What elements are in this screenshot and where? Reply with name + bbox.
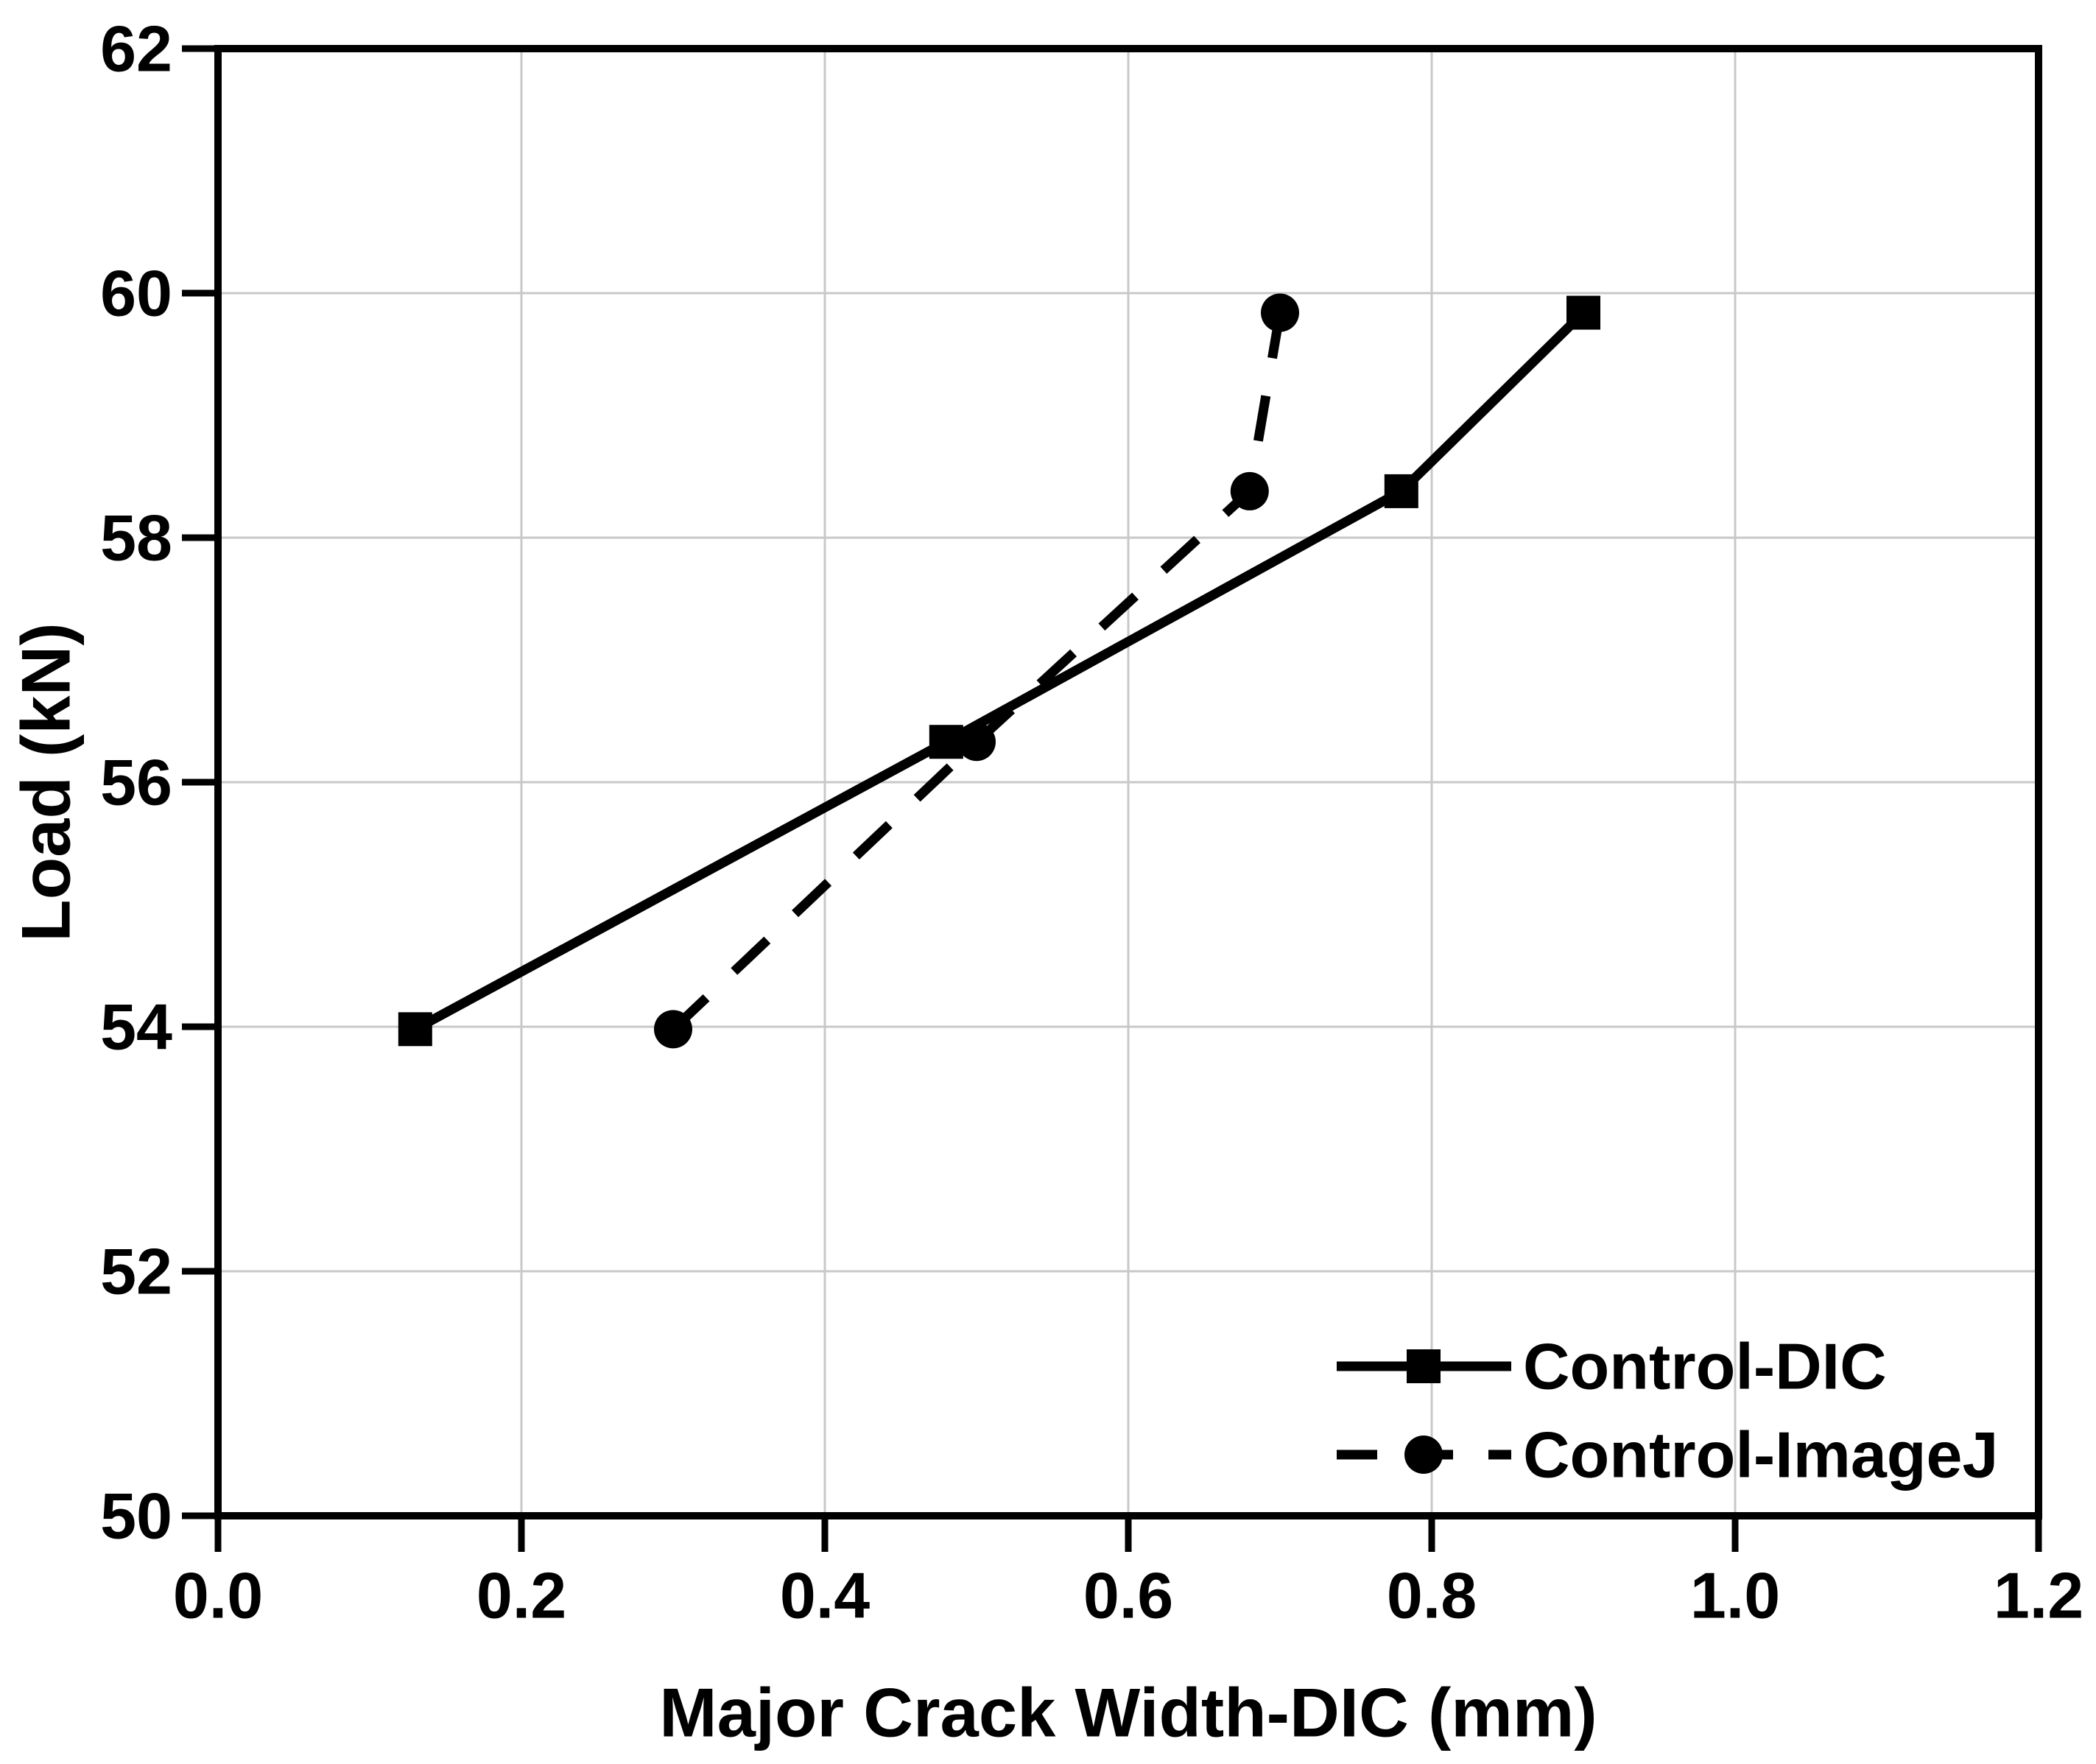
data-point-square [1566,295,1600,330]
data-point-circle [654,1010,692,1049]
y-tick-label: 56 [100,746,172,819]
x-tick-label: 1.2 [1994,1559,2083,1632]
tick-labels: 0.0 0.2 0.4 0.6 0.8 1.0 1.2 50 52 54 56 58 60 62 [100,13,2083,1632]
x-tick-label: 0.6 [1083,1559,1173,1632]
axis-ticks [182,45,2042,1552]
legend-label-control-imagej: Control-ImageJ [1523,1419,1998,1491]
data-point-square [1384,474,1418,508]
x-tick-label: 0.4 [780,1559,870,1632]
gridlines [218,49,2039,1516]
y-tick-label: 54 [100,991,172,1064]
y-tick-label: 58 [100,502,172,574]
legend-entry-control-dic: Control-DIC [1337,1330,1887,1403]
plot-border [214,45,2042,1519]
x-tick-label: 1.0 [1690,1559,1780,1632]
y-axis-title: Load (kN) [7,622,85,941]
x-tick-label: 0.0 [173,1559,263,1632]
series-line-solid [412,309,1587,1034]
data-point-circle [1261,293,1299,332]
y-tick-label: 60 [100,257,172,330]
legend-square-marker-icon [1407,1349,1441,1383]
x-axis-title: Major Crack Width-DIC (mm) [659,1674,1597,1751]
series-control-imagej [654,293,1299,1049]
data-point-circle [1230,471,1269,510]
data-series [398,293,1600,1049]
legend-label-control-dic: Control-DIC [1523,1330,1887,1403]
series-line-dashed [669,312,1285,1033]
data-point-circle [957,723,996,762]
x-tick-label: 0.2 [476,1559,566,1632]
data-point-square [398,1012,432,1047]
legend-entry-control-imagej: Control-ImageJ [1337,1419,1998,1491]
legend: Control-DIC Control-ImageJ [1337,1330,1998,1491]
legend-circle-marker-icon [1404,1436,1443,1474]
y-tick-label: 50 [100,1480,172,1553]
y-tick-label: 62 [100,13,172,85]
y-tick-label: 52 [100,1235,172,1308]
x-tick-label: 0.8 [1387,1559,1477,1632]
series-control-dic [398,295,1600,1047]
